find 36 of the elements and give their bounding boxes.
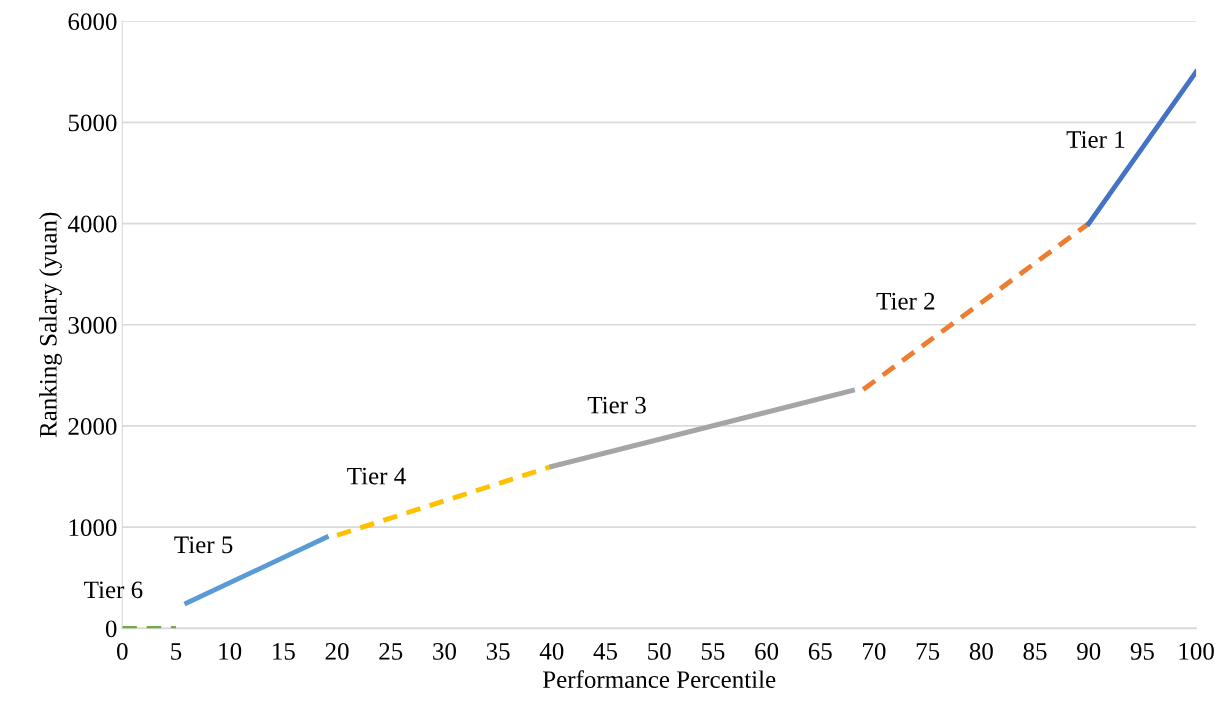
x-tick-label: 80 <box>969 642 993 660</box>
x-tick-label: 85 <box>1023 642 1047 660</box>
x-tick-label: 10 <box>219 642 242 660</box>
series-label: Tier 1 <box>1066 131 1125 148</box>
x-tick-label: 30 <box>433 642 456 660</box>
x-tick-label: 65 <box>808 643 832 660</box>
x-tick-label: 0 <box>117 642 128 660</box>
y-axis-title: Ranking Salary (yuan) <box>39 212 62 438</box>
x-tick-label: 5 <box>171 643 182 660</box>
x-tick-label: 90 <box>1077 642 1101 660</box>
y-tick-label: 6000 <box>68 13 117 31</box>
x-tick-label: 40 <box>539 642 564 660</box>
x-tick-label: 45 <box>593 643 618 660</box>
y-tick-label: 3000 <box>68 316 117 334</box>
x-tick-label: 100 <box>1179 642 1214 660</box>
x-tick-label: 20 <box>325 642 349 660</box>
series-label: Tier 4 <box>347 467 406 485</box>
y-tick-label: 1000 <box>69 519 117 537</box>
y-tick-label: 2000 <box>68 418 117 435</box>
x-tick-label: 75 <box>916 643 940 660</box>
x-tick-label: 60 <box>755 642 779 660</box>
series-label: Tier 3 <box>587 396 646 414</box>
series-label: Tier 6 <box>84 581 143 599</box>
series-label: Tier 2 <box>876 292 935 310</box>
x-tick-label: 50 <box>648 642 671 660</box>
y-tick-label: 4000 <box>67 215 117 233</box>
y-tick-label: 5000 <box>68 114 117 132</box>
x-tick-label: 35 <box>486 643 510 660</box>
y-tick-label: 0 <box>105 620 117 638</box>
series-label: Tier 5 <box>174 536 233 554</box>
x-axis-title: Performance Percentile <box>542 670 776 689</box>
x-tick-label: 15 <box>273 643 295 660</box>
x-tick-label: 55 <box>701 643 725 660</box>
x-tick-label: 25 <box>379 643 403 660</box>
x-tick-label: 95 <box>1130 643 1154 660</box>
x-tick-label: 70 <box>863 642 886 660</box>
